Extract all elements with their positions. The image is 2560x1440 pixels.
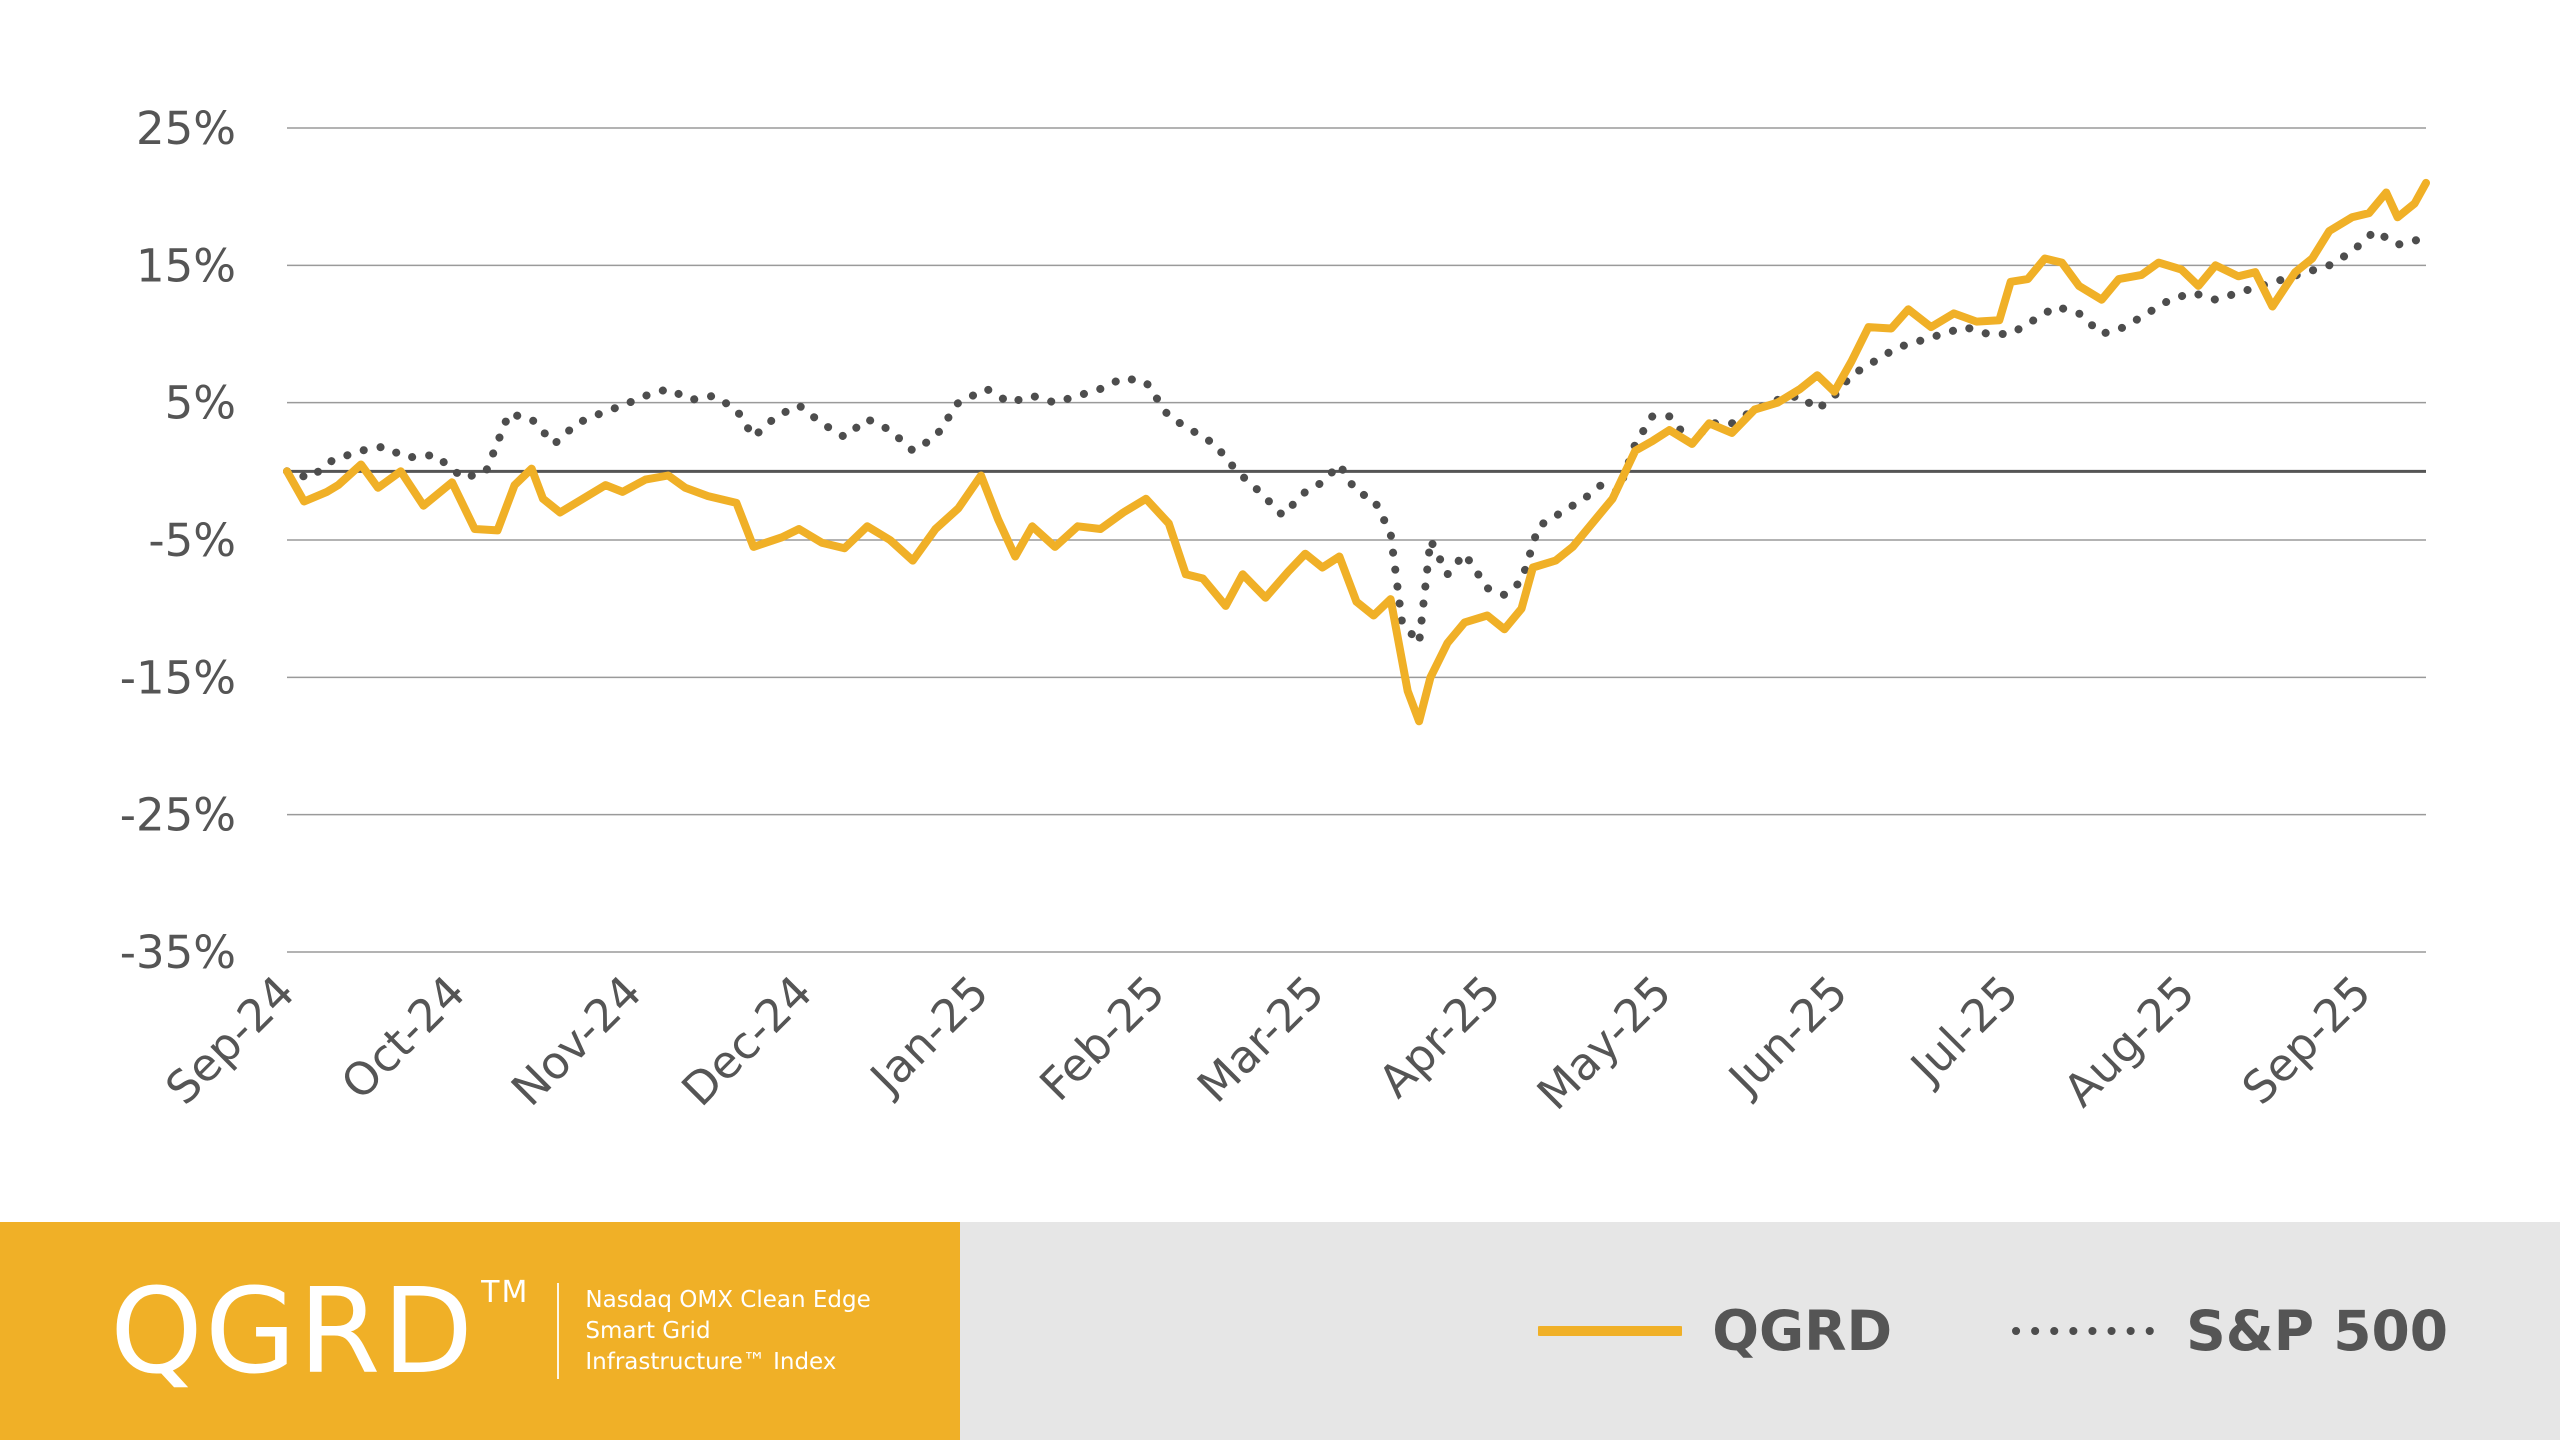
brand-divider xyxy=(557,1283,560,1379)
series-line-s-p-500 xyxy=(283,227,2430,647)
x-tick-label: Sep-25 xyxy=(2232,965,2381,1114)
brand-panel: QGRD TM Nasdaq OMX Clean Edge Smart Grid… xyxy=(0,1222,960,1440)
brand-description: Nasdaq OMX Clean Edge Smart Grid Infrast… xyxy=(585,1286,871,1375)
x-tick-label: Feb-25 xyxy=(1029,965,1175,1111)
grid-lines xyxy=(287,127,2426,953)
brand-ticker: QGRD TM xyxy=(110,1272,529,1390)
y-tick-label: -25% xyxy=(120,789,236,842)
series-layer xyxy=(283,178,2430,726)
x-tick-label: Mar-25 xyxy=(1187,965,1334,1112)
trademark-mark: TM xyxy=(481,1275,530,1310)
legend-label-qgrd: QGRD xyxy=(1712,1299,1893,1363)
brand-ticker-text: QGRD xyxy=(110,1262,476,1400)
chart: 25% 15% 5% -5% -15% -25% -35% Sep-24 Oct-24 Nov-… xyxy=(120,102,2430,1120)
y-axis-ticks: 25% 15% 5% -5% -15% -25% -35% xyxy=(120,102,236,979)
x-tick-label: Jan-25 xyxy=(858,965,999,1106)
x-tick-label: Jun-25 xyxy=(1717,965,1858,1106)
x-tick-label: Oct-24 xyxy=(331,965,475,1109)
x-tick-label: Dec-24 xyxy=(671,965,822,1116)
x-tick-label: Aug-25 xyxy=(2053,965,2205,1117)
y-tick-label: -5% xyxy=(148,514,236,567)
legend: QGRD S&P 500 xyxy=(960,1222,2560,1440)
legend-item-qgrd: QGRD xyxy=(1538,1299,1892,1363)
x-tick-label: Apr-25 xyxy=(1368,965,1510,1107)
y-tick-label: 25% xyxy=(136,102,236,155)
legend-swatch-dotted xyxy=(2012,1327,2157,1335)
x-tick-label: Jul-25 xyxy=(1899,965,2029,1095)
x-axis-ticks: Sep-24 Oct-24 Nov-24 Dec-24 Jan-25 Feb-25 Mar-… xyxy=(155,965,2381,1120)
y-tick-label: 15% xyxy=(136,239,236,292)
y-tick-label: -15% xyxy=(120,651,236,704)
legend-label-sp500: S&P 500 xyxy=(2186,1299,2448,1363)
legend-item-sp500: S&P 500 xyxy=(2012,1299,2448,1363)
x-tick-label: May-25 xyxy=(1527,965,1682,1120)
x-tick-label: Sep-24 xyxy=(155,965,304,1114)
series-line-qgrd xyxy=(283,178,2430,726)
legend-swatch-solid xyxy=(1538,1326,1683,1336)
y-tick-label: 5% xyxy=(165,377,236,430)
x-tick-label: Nov-24 xyxy=(501,965,652,1116)
y-tick-label: -35% xyxy=(120,926,236,979)
